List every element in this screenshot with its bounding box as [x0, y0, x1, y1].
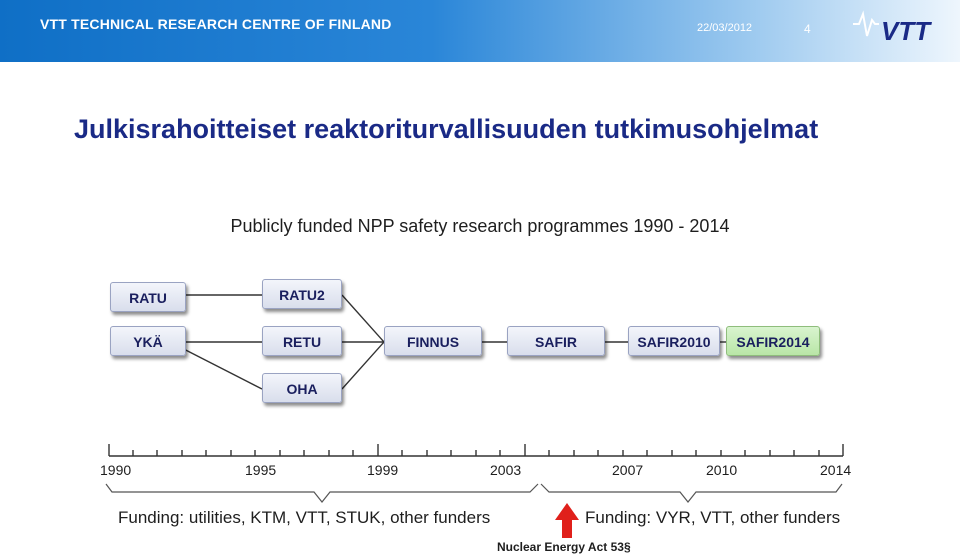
funding-braces: [105, 483, 843, 503]
year-label: 2007: [612, 462, 644, 478]
year-label: 2010: [706, 462, 738, 478]
connector-ratu2-finnus: [341, 294, 385, 343]
year-label: 1990: [100, 462, 132, 478]
programme-safir: SAFIR: [507, 326, 605, 356]
programme-finnus: FINNUS: [384, 326, 482, 356]
brace-after-2003: [540, 483, 843, 503]
page-title: Julkisrahoitteiset reaktoriturvallisuude…: [74, 114, 819, 144]
vtt-logo: VTT: [853, 10, 932, 46]
connector-oha-finnus: [341, 341, 385, 390]
funding-after: Funding: VYR, VTT, other funders: [585, 508, 841, 527]
funding-before: Funding: utilities, KTM, VTT, STUK, othe…: [118, 508, 491, 527]
programme-oha: OHA: [262, 373, 342, 403]
year-label: 1999: [367, 462, 399, 478]
page-number: 4: [804, 22, 811, 36]
year-label: 2014: [820, 462, 852, 478]
brace-before-2003: [105, 483, 539, 503]
programme-safir2014: SAFIR2014: [726, 326, 820, 356]
timeline-axis: [108, 444, 844, 457]
page-subtitle: Publicly funded NPP safety research prog…: [230, 216, 730, 236]
slide-date: 22/03/2012: [697, 22, 753, 34]
programme-retu: RETU: [262, 326, 342, 356]
programme-safir2010: SAFIR2010: [628, 326, 720, 356]
programme-ratu: RATU: [110, 282, 186, 312]
year-label: 2003: [490, 462, 522, 478]
logo-text: VTT: [881, 16, 932, 46]
nuclear-energy-act-label: Nuclear Energy Act 53§: [497, 540, 631, 554]
programme-yka: YKÄ: [110, 326, 186, 356]
milestone-arrow: [555, 503, 579, 538]
header-bar: VTT TECHNICAL RESEARCH CENTRE OF FINLAND…: [0, 0, 960, 62]
programme-ratu2: RATU2: [262, 279, 342, 309]
year-label: 1995: [245, 462, 277, 478]
organization-name: VTT TECHNICAL RESEARCH CENTRE OF FINLAND: [40, 16, 392, 32]
